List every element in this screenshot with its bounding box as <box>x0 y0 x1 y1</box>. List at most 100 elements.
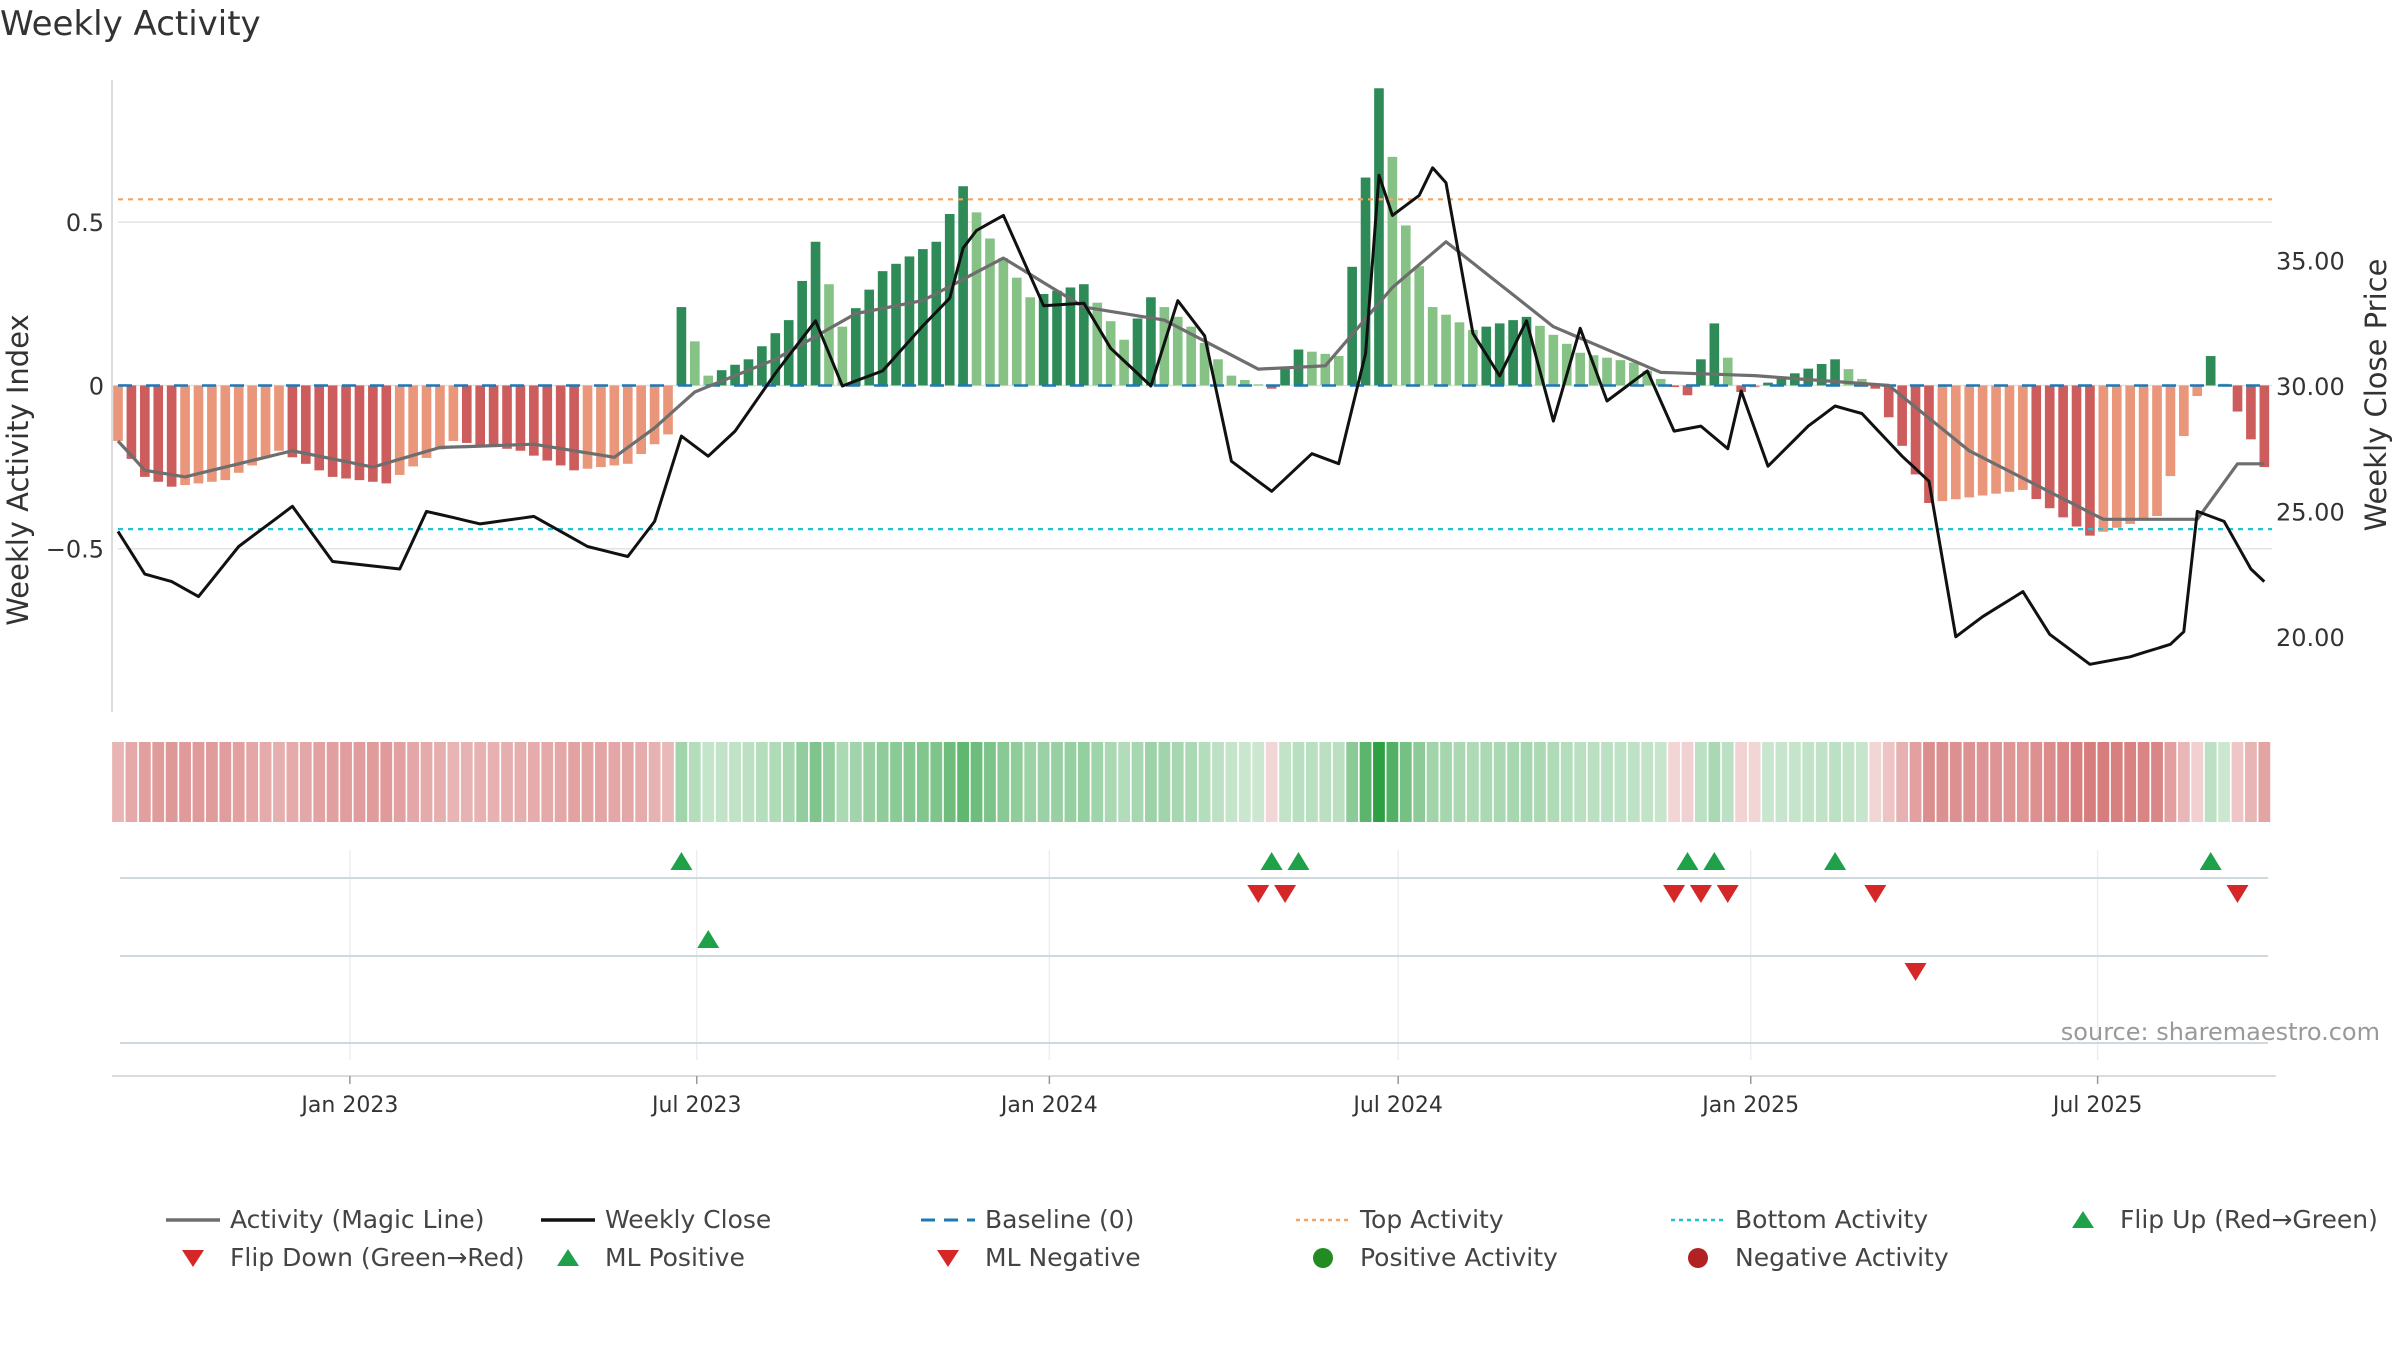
heat-cell <box>1654 742 1667 822</box>
activity-bar <box>998 258 1009 386</box>
activity-bar <box>1615 360 1626 386</box>
x-tick-label: Jan 2023 <box>299 1093 398 1118</box>
heat-cell <box>1279 742 1291 822</box>
heat-cell <box>2057 742 2070 822</box>
heat-cell <box>1668 742 1680 822</box>
heat-cell <box>273 742 285 822</box>
activity-bar <box>274 385 284 451</box>
heat-cell <box>1225 742 1238 822</box>
red-down-triangle-icon <box>160 1245 226 1271</box>
heat-cell <box>1091 742 1104 822</box>
heat-cell <box>2016 742 2029 822</box>
heat-cell <box>1024 742 1037 822</box>
heat-cell <box>1104 742 1117 822</box>
heat-cell <box>1346 742 1359 822</box>
activity-bar <box>864 289 875 386</box>
activity-bar <box>1763 382 1773 386</box>
activity-bar <box>837 326 848 386</box>
heat-cell <box>782 742 795 822</box>
activity-bar <box>126 385 137 459</box>
activity-bar <box>1924 385 1934 503</box>
heat-cell <box>581 742 594 822</box>
heat-cell <box>179 742 191 822</box>
activity-bar <box>1387 156 1398 386</box>
activity-bar <box>220 385 231 481</box>
heat-cell <box>1466 742 1479 822</box>
heat-cell <box>1802 742 1815 822</box>
activity-bar <box>891 263 901 386</box>
heat-cell <box>2110 742 2123 822</box>
activity-bar <box>1092 302 1103 386</box>
heat-cell <box>393 742 406 822</box>
flip-up-marker <box>2199 852 2222 870</box>
activity-bar <box>985 238 995 386</box>
dashed-blue-line-icon <box>915 1207 981 1233</box>
activity-bar <box>2192 385 2203 397</box>
activity-bar <box>166 385 177 487</box>
activity-bar <box>287 385 298 458</box>
legend-item: ML Negative <box>915 1243 1141 1272</box>
activity-bar <box>649 385 660 445</box>
activity-bar <box>1400 225 1411 386</box>
activity-bar <box>314 385 325 471</box>
heat-cell <box>1976 742 1989 822</box>
weekly-close-line <box>116 166 2266 666</box>
activity-bar <box>663 385 673 435</box>
activity-bar <box>1025 297 1036 386</box>
heat-cell <box>192 742 205 822</box>
heat-cell <box>232 742 245 822</box>
heat-cell <box>1171 742 1184 822</box>
activity-bar <box>1535 325 1545 386</box>
heat-cell <box>1721 742 1734 822</box>
heat-cell <box>1373 742 1385 822</box>
heat-cell <box>1252 742 1265 822</box>
heat-cell <box>1856 742 1868 822</box>
heat-cell <box>662 742 674 822</box>
x-tick-label: Jul 2025 <box>2051 1093 2143 1118</box>
dotted-cyan-line-icon <box>1665 1207 1731 1233</box>
heat-cell <box>1319 742 1332 822</box>
heat-cell <box>729 742 741 822</box>
heat-cell <box>1842 742 1855 822</box>
legend: Activity (Magic Line) Weekly Close Baselin… <box>160 1205 2400 1285</box>
heat-cell <box>1641 742 1654 822</box>
legend-label: ML Positive <box>605 1243 745 1272</box>
activity-bar <box>2138 385 2149 520</box>
heat-cell <box>997 742 1010 822</box>
legend-item: Activity (Magic Line) <box>160 1205 484 1234</box>
legend-label: Activity (Magic Line) <box>230 1205 485 1234</box>
activity-bar <box>1079 284 1089 386</box>
heat-cell <box>930 742 943 822</box>
activity-bar <box>515 385 526 451</box>
flip-down-marker <box>1247 885 1270 903</box>
heat-cell <box>366 742 379 822</box>
heat-cell <box>715 742 728 822</box>
legend-item: Top Activity <box>1290 1205 1504 1234</box>
heat-cell <box>313 742 326 822</box>
activity-bar <box>1320 353 1331 386</box>
activity-bar <box>1468 329 1478 386</box>
heat-cell <box>1708 742 1721 822</box>
activity-bar <box>877 271 888 386</box>
heat-cell <box>125 742 138 822</box>
axes: 0.5 0 −0.5 35.00 30.00 25.00 20.00 Jan 2023 Jul … <box>46 80 2345 1118</box>
activity-bar <box>1709 323 1720 386</box>
x-tick-label: Jul 2023 <box>650 1093 742 1118</box>
activity-bar <box>327 385 338 477</box>
ml-positive-marker <box>697 930 720 948</box>
chart-title: Weekly Activity <box>0 4 261 44</box>
heat-cell <box>1453 742 1466 822</box>
heat-cell <box>527 742 540 822</box>
activity-bar <box>408 385 418 467</box>
activity-bar <box>1253 384 1264 386</box>
heat-cell <box>2030 742 2043 822</box>
heat-cell <box>1909 742 1922 822</box>
legend-item: Weekly Close <box>535 1205 771 1234</box>
heat-cell <box>595 742 607 822</box>
activity-bar <box>1897 385 1907 446</box>
heat-cell <box>809 742 822 822</box>
heat-cell <box>1399 742 1412 822</box>
legend-item: Flip Down (Green→Red) <box>160 1243 525 1272</box>
heat-cell <box>1480 742 1493 822</box>
heat-cell <box>984 742 996 822</box>
